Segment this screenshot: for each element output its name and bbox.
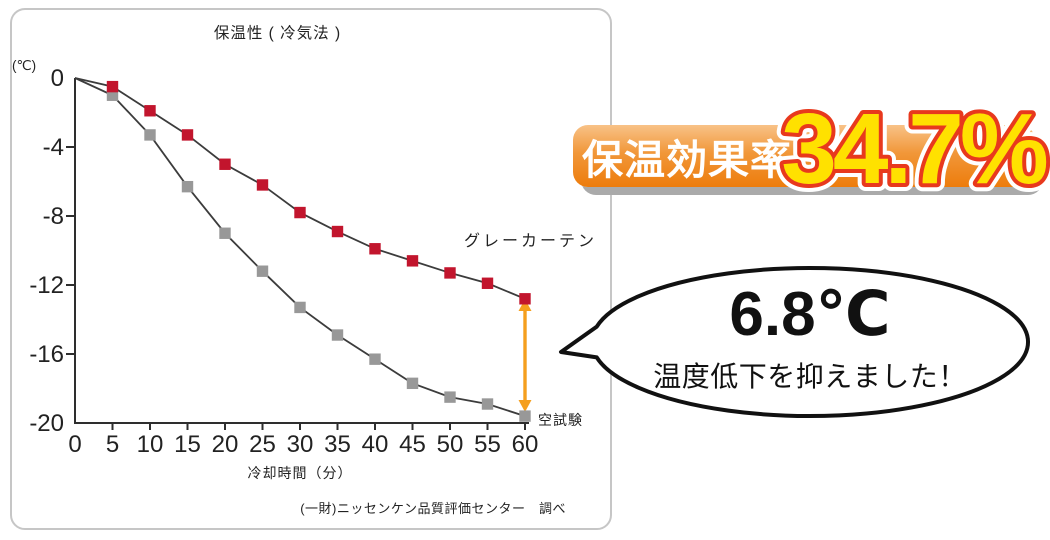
effect-rate-badge: 保温効果率 — [573, 125, 1035, 187]
badge-label: 保温効果率 — [582, 137, 792, 183]
x-axis-title: 冷却時間（分） — [247, 465, 353, 481]
data-point-marker-gray-curtain — [406, 255, 419, 267]
y-axis-unit-label: (℃) — [12, 58, 37, 73]
y-tick-label: -8 — [43, 203, 64, 230]
x-tick-label: 15 — [174, 431, 201, 458]
y-tick-label: 0 — [51, 65, 64, 92]
y-tick-label: -16 — [29, 341, 64, 368]
axes — [74, 78, 529, 424]
data-point-marker-gray-curtain — [481, 277, 494, 289]
data-point-marker-blank-test — [481, 398, 494, 410]
badge-value-text: 34.7% — [781, 93, 1047, 205]
data-point-marker-blank-test — [219, 227, 231, 239]
x-tick-label: 50 — [437, 431, 464, 458]
data-point-marker-gray-curtain — [331, 225, 344, 238]
series-line-blank-test — [74, 77, 526, 417]
data-point-marker-blank-test — [331, 329, 344, 341]
series-label-gray-curtain: グレーカーテン — [464, 233, 598, 250]
data-point-marker-blank-test — [369, 353, 381, 365]
x-tick-label: 5 — [106, 431, 119, 458]
x-tick-label: 25 — [249, 431, 276, 458]
y-tick-label: -4 — [43, 134, 64, 161]
chart-title: 保温性 ( 冷気法 ) — [213, 25, 342, 42]
badge-value-halo: 34.7% — [781, 93, 1047, 205]
y-tick-label: -20 — [29, 410, 64, 437]
x-tick-label: 20 — [212, 431, 239, 458]
data-point-marker-blank-test — [294, 301, 306, 314]
data-point-marker-blank-test — [519, 410, 531, 422]
arrow-head-up — [518, 299, 532, 311]
data-point-marker-blank-test — [144, 129, 156, 141]
data-point-marker-gray-curtain — [219, 158, 231, 170]
x-tick-label: 10 — [137, 431, 164, 458]
x-tick-label: 60 — [512, 431, 539, 458]
arrow-head-down — [518, 400, 532, 412]
data-point-marker-gray-curtain — [294, 206, 306, 219]
x-tick-label: 45 — [399, 431, 426, 458]
x-tick-label: 55 — [474, 431, 501, 458]
x-tick-label: 0 — [68, 431, 81, 458]
y-tick-label: -12 — [29, 272, 64, 299]
speech-bubble-outline — [559, 266, 1031, 418]
data-point-marker-blank-test — [181, 180, 194, 193]
x-tick-label: 30 — [287, 431, 314, 458]
x-tick-label: 40 — [362, 431, 389, 458]
x-tick-label: 35 — [324, 431, 351, 458]
badge-value: 34.7% 34.7% — [773, 85, 1050, 213]
data-point-marker-gray-curtain — [181, 129, 194, 141]
data-point-marker-gray-curtain — [444, 267, 456, 279]
series-label-blank-test: 空試験 — [538, 412, 583, 428]
data-point-marker-gray-curtain — [256, 179, 269, 191]
bubble-temperature: 6.8℃ — [729, 280, 890, 349]
data-point-marker-gray-curtain — [519, 293, 531, 305]
data-point-marker-blank-test — [106, 89, 119, 101]
bubble-message: 温度低下を抑えました！ — [653, 361, 967, 392]
data-point-marker-blank-test — [444, 391, 456, 403]
data-point-marker-gray-curtain — [144, 105, 156, 117]
data-point-marker-gray-curtain — [369, 243, 381, 255]
data-point-marker-blank-test — [406, 377, 419, 390]
data-point-marker-blank-test — [256, 265, 269, 277]
data-point-marker-gray-curtain — [106, 80, 119, 93]
source-note: (一財)ニッセンケン品質評価センター 調べ — [300, 501, 566, 516]
series-line-gray-curtain — [74, 77, 526, 300]
speech-bubble: 6.8℃ 温度低下を抑えました！ — [559, 266, 1031, 418]
